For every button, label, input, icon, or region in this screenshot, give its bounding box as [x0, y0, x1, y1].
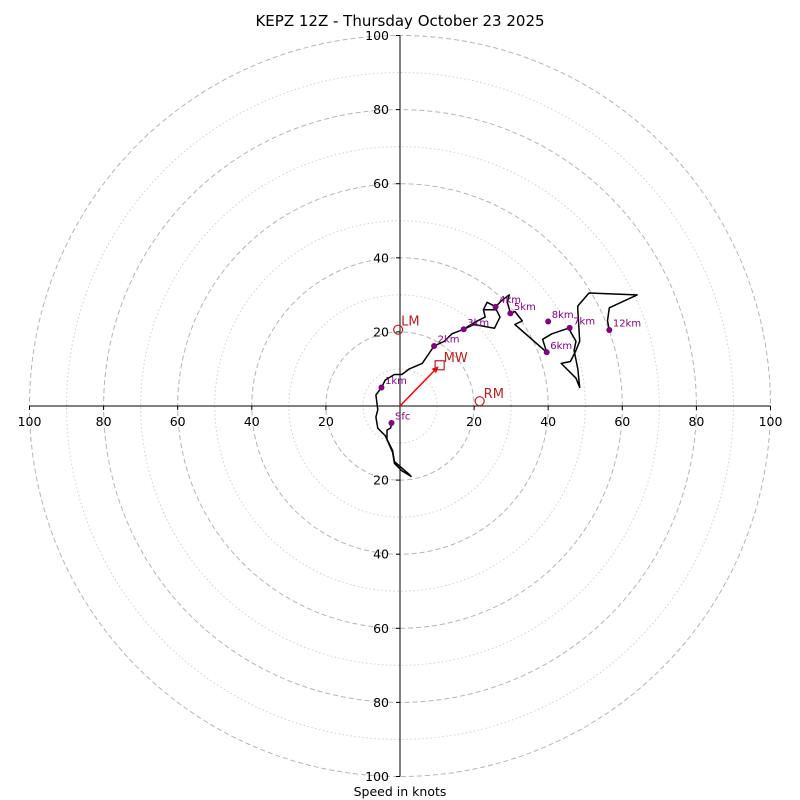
hodograph-trace [375, 292, 638, 478]
height-marker-6km [543, 349, 550, 356]
x-tick-label: 60 [170, 414, 186, 429]
y-tick-label: 60 [373, 621, 389, 636]
x-tick-label: 100 [759, 414, 783, 429]
x-tick-label: 80 [96, 414, 112, 429]
height-marker-2km [431, 342, 438, 349]
x-tick-label: 20 [466, 414, 482, 429]
x-tick-label: 80 [688, 414, 704, 429]
hodograph-line-upper [482, 292, 638, 389]
y-tick-label: 20 [373, 473, 389, 488]
height-marker-8km [545, 318, 552, 325]
height-label-7km: 7km [573, 316, 595, 327]
height-marker-1km [378, 384, 385, 391]
height-label-4km: 4km [499, 295, 521, 306]
x-axis-label: Speed in knots [354, 784, 447, 799]
y-tick-label: 20 [373, 324, 389, 339]
x-tick-label: 100 [18, 414, 42, 429]
y-tick-label: 40 [373, 250, 389, 265]
left-mover-marker [393, 324, 404, 335]
height-label-Sfc: Sfc [395, 412, 410, 423]
left-mover-label: LM [401, 315, 419, 330]
height-marker-3km [460, 326, 467, 333]
x-tick-label: 40 [244, 414, 260, 429]
mean-wind-vector [399, 367, 438, 407]
height-marker-7km [566, 324, 573, 331]
y-tick-label: 60 [373, 176, 389, 191]
y-tick-label: 40 [373, 547, 389, 562]
y-tick-label: 100 [365, 769, 389, 784]
y-tick-labels: 100 80 60 40 20 20 40 60 80 100 [365, 28, 400, 784]
x-tick-label: 40 [540, 414, 556, 429]
height-label-3km: 3km [467, 318, 489, 329]
height-marker-12km [606, 327, 613, 334]
height-label-12km: 12km [613, 319, 641, 330]
height-marker-4km [492, 303, 499, 310]
right-mover-label: RM [484, 387, 504, 402]
mean-wind-label: MW [444, 351, 468, 366]
right-mover-marker [474, 396, 485, 407]
height-label-2km: 2km [438, 334, 460, 345]
y-tick-label: 100 [365, 28, 389, 43]
chart-title: KEPZ 12Z - Thursday October 23 2025 [255, 12, 544, 30]
x-tick-label: 60 [614, 414, 630, 429]
x-tick-labels: 100 80 60 40 20 20 40 60 80 100 [18, 406, 783, 429]
hodograph-line-lower [375, 308, 501, 478]
height-label-8km: 8km [552, 310, 574, 321]
mean-wind-marker [434, 360, 445, 371]
height-marker-5km [507, 310, 514, 317]
height-label-1km: 1km [385, 376, 407, 387]
y-tick-label: 80 [373, 102, 389, 117]
x-tick-label: 20 [318, 414, 334, 429]
y-tick-label: 80 [373, 695, 389, 710]
storm-motion: MW LM RM [393, 315, 504, 407]
height-marker-Sfc [388, 420, 395, 427]
height-label-5km: 5km [514, 302, 536, 313]
height-label-6km: 6km [550, 341, 572, 352]
